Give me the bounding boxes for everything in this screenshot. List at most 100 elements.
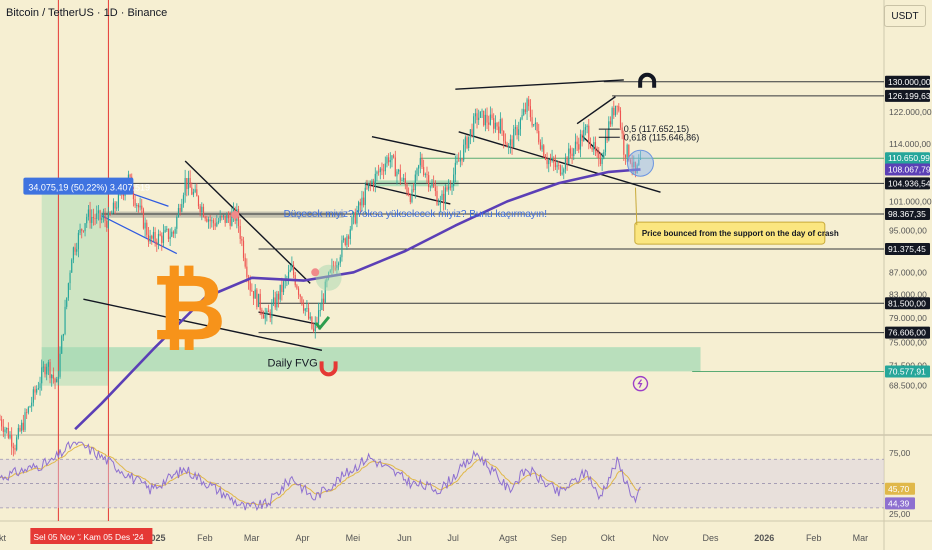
candle-body [584, 127, 587, 130]
candle-body [533, 124, 535, 126]
candle-body [544, 156, 546, 160]
price-tick-label: 83.000,00 [889, 290, 927, 300]
candle-body [92, 216, 94, 219]
candle-body [414, 174, 416, 191]
candle-body [428, 175, 430, 188]
candle-body [451, 185, 453, 188]
candle-body [256, 289, 258, 307]
candle-body [212, 220, 215, 224]
candle-body [413, 189, 415, 191]
currency-selector[interactable]: USDT [884, 5, 926, 27]
candle-body [237, 209, 240, 227]
candle-body [508, 145, 510, 148]
price-tick-label: 71.500,00 [889, 360, 927, 370]
candle-body [37, 388, 39, 389]
candle-body [77, 232, 79, 250]
candle-body [376, 171, 378, 174]
candle-body [524, 109, 526, 112]
price-level-badge [885, 243, 930, 256]
candle-body [186, 178, 188, 190]
candle-body [314, 322, 316, 332]
candle-body [608, 121, 610, 141]
moving-average-line [74, 168, 641, 431]
candle-body [396, 171, 398, 177]
candle-body [259, 293, 261, 310]
candle-body [202, 206, 205, 217]
candle-body [159, 233, 161, 236]
candle-body [321, 298, 323, 311]
candle-body [613, 107, 615, 116]
candle-body [181, 204, 183, 212]
candle-body [514, 127, 516, 129]
candle-body [2, 426, 4, 433]
candle-body [558, 164, 560, 166]
candle-body [564, 157, 567, 170]
candle-body [6, 428, 8, 430]
candle-body [151, 235, 153, 239]
candle-body [81, 229, 83, 231]
candle-body [302, 304, 305, 311]
candle-body [272, 297, 275, 305]
candle-body [229, 218, 231, 226]
rsi-signal-line [0, 444, 641, 506]
candle-body [568, 148, 570, 165]
candle-body [21, 422, 23, 431]
time-axis-label: 2025 [145, 533, 165, 543]
candle-body [598, 153, 600, 159]
candle-body [24, 412, 26, 430]
price-level-badge-text: 110.650,99 [888, 153, 930, 163]
candle-body [419, 158, 421, 166]
time-axis-label: 2026 [754, 533, 774, 543]
candle-body [378, 171, 380, 173]
price-level-badge-text: 70.577,91 [888, 367, 926, 377]
candle-body [296, 285, 298, 289]
candle-body [509, 139, 511, 146]
candle-body [114, 202, 116, 209]
candle-body [438, 204, 440, 206]
candle-body [441, 193, 443, 200]
price-tick-label: 68.500,00 [889, 381, 927, 391]
candle-body [32, 389, 34, 403]
time-axis-label: Jul [447, 533, 459, 543]
candle-body [289, 269, 291, 272]
candle-body [307, 308, 310, 319]
candle-body [16, 437, 18, 450]
candle-body [86, 216, 88, 224]
candle-body [526, 99, 528, 112]
candle-body [137, 205, 140, 208]
candle-body [144, 222, 146, 229]
candle-body [141, 205, 143, 210]
candle-body [586, 125, 588, 128]
price-level-badge-text: 91.375,45 [888, 244, 926, 254]
price-level-badge-text: 104.936,54 [888, 178, 931, 188]
candle-body [134, 199, 136, 206]
candle-body [306, 308, 308, 309]
candle-body [56, 379, 58, 383]
candles-group [0, 95, 642, 457]
candle-body [371, 181, 373, 184]
candle-body [474, 113, 476, 117]
candle-body [101, 218, 103, 220]
candle-body [583, 129, 585, 142]
candle-body [528, 99, 530, 107]
bitcoin-logo-icon: ₿ [151, 257, 226, 359]
candle-body [379, 168, 381, 173]
candle-body [184, 178, 186, 196]
candle-body [433, 183, 435, 188]
candle-body [221, 216, 223, 217]
candle-body [147, 234, 150, 242]
candle-body [84, 223, 86, 232]
candle-body [29, 406, 31, 408]
candle-body [393, 155, 395, 158]
candle-body [628, 144, 630, 160]
candle-body [394, 157, 396, 177]
date-marker-badge-text: Sel 05 Nov '24 [33, 532, 88, 542]
candle-body [409, 195, 411, 202]
candle-body [274, 297, 276, 308]
candle-body [161, 235, 163, 243]
candle-body [304, 308, 306, 311]
candle-body [531, 117, 533, 126]
price-tick-label: 114.000,00 [889, 139, 931, 149]
candle-body [214, 223, 216, 227]
